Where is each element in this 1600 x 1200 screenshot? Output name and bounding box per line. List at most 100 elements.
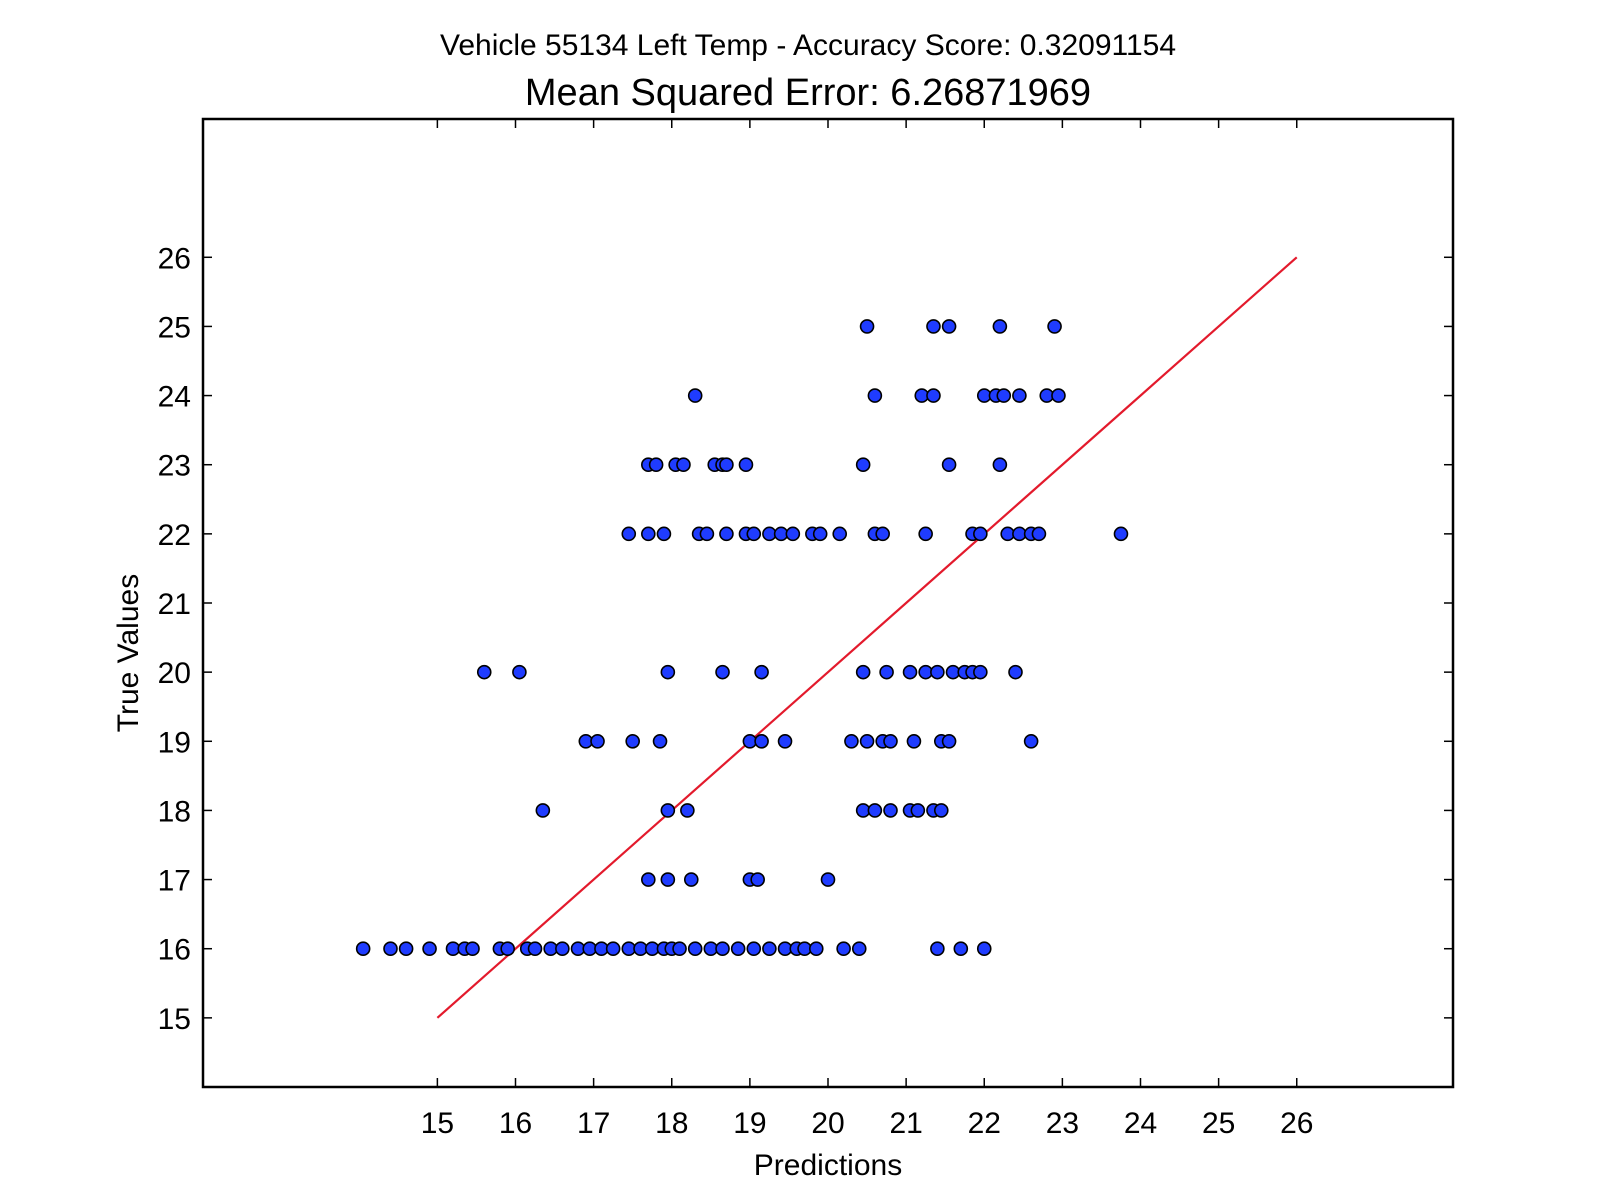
data-point (851, 941, 867, 957)
y-tick-label: 21 (158, 588, 191, 621)
data-point (941, 319, 957, 334)
data-point (941, 733, 957, 749)
x-axis-label: Predictions (754, 1149, 902, 1182)
data-point (660, 664, 676, 680)
reference-line (436, 256, 1298, 1019)
data-point (699, 526, 715, 542)
data-point (383, 941, 398, 957)
data-point (930, 664, 945, 680)
y-tick-label: 15 (158, 1003, 191, 1036)
data-point (1047, 319, 1062, 334)
data-point (605, 941, 621, 957)
data-point (746, 941, 762, 957)
y-tick-label: 25 (158, 311, 191, 344)
data-point (859, 733, 875, 749)
data-point (465, 941, 480, 957)
data-point (992, 457, 1008, 473)
axis-ticks (203, 119, 1453, 1087)
data-point (1008, 664, 1023, 680)
data-point (754, 664, 769, 680)
data-point (555, 941, 570, 957)
data-point (953, 941, 969, 957)
x-tick-label: 18 (655, 1107, 688, 1140)
data-point (746, 526, 762, 542)
data-point (992, 319, 1008, 334)
data-point (754, 733, 769, 749)
chart-subtitle: Mean Squared Error: 6.26871969 (525, 72, 1091, 114)
x-tick-label: 22 (968, 1107, 1001, 1140)
y-tick-label: 20 (158, 657, 191, 690)
y-tick-label: 18 (158, 795, 191, 828)
data-point (1023, 733, 1039, 749)
data-point (719, 457, 734, 473)
data-point (883, 803, 898, 818)
data-point (625, 733, 640, 749)
data-point (902, 664, 918, 680)
x-tick-label: 20 (811, 1107, 844, 1140)
x-tick-label: 19 (733, 1107, 766, 1140)
data-point (933, 803, 949, 818)
y-axis-label: True Values (112, 574, 145, 732)
data-point (777, 733, 793, 749)
data-point (785, 526, 801, 542)
data-point (621, 526, 637, 542)
data-point (1113, 526, 1129, 542)
data-point (535, 803, 551, 818)
data-point (918, 526, 933, 542)
data-point (926, 388, 941, 403)
data-point (855, 664, 871, 680)
data-point (812, 526, 828, 542)
y-tick-labels: 15 16 17 18 19 20 21 22 23 24 25 26 (158, 242, 191, 1036)
y-tick-label: 17 (158, 865, 191, 898)
y-tick-label: 19 (158, 726, 191, 759)
data-point (906, 733, 922, 749)
data-point (1031, 526, 1047, 542)
data-points-layer (355, 319, 1129, 957)
x-tick-label: 23 (1046, 1107, 1079, 1140)
data-point (687, 388, 703, 403)
data-point (875, 526, 890, 542)
data-point (660, 872, 676, 887)
y-tick-label: 24 (158, 381, 191, 414)
data-point (1012, 388, 1027, 403)
data-point (973, 526, 988, 542)
data-point (687, 941, 703, 957)
data-point (730, 941, 746, 957)
x-tick-label: 17 (577, 1107, 610, 1140)
data-point (859, 319, 875, 334)
data-point (1051, 388, 1066, 403)
y-tick-label: 23 (158, 450, 191, 483)
data-point (676, 457, 691, 473)
data-point (926, 319, 941, 334)
data-point (910, 803, 926, 818)
y-tick-label: 26 (158, 242, 191, 275)
data-point (808, 941, 824, 957)
data-point (762, 941, 777, 957)
chart-title: Vehicle 55134 Left Temp - Accuracy Score… (440, 29, 1176, 62)
data-point (738, 457, 754, 473)
data-point (867, 803, 883, 818)
data-point (527, 941, 543, 957)
data-point (672, 941, 687, 957)
data-point (719, 526, 734, 542)
data-point (641, 526, 656, 542)
data-point (836, 941, 851, 957)
data-point (930, 941, 945, 957)
data-point (715, 664, 730, 680)
data-point (855, 457, 871, 473)
data-point (476, 664, 492, 680)
data-point (973, 664, 988, 680)
data-point (660, 803, 676, 818)
data-point (422, 941, 437, 957)
data-point (750, 872, 765, 887)
y-tick-label: 16 (158, 934, 191, 967)
x-tick-labels: 15 16 17 18 19 20 21 22 23 24 25 26 (421, 1107, 1314, 1140)
reference-line-layer (436, 256, 1298, 1019)
data-point (652, 733, 668, 749)
data-point (879, 664, 894, 680)
data-point (976, 941, 992, 957)
x-tick-label: 26 (1280, 1107, 1313, 1140)
data-point (941, 457, 957, 473)
data-point (832, 526, 848, 542)
